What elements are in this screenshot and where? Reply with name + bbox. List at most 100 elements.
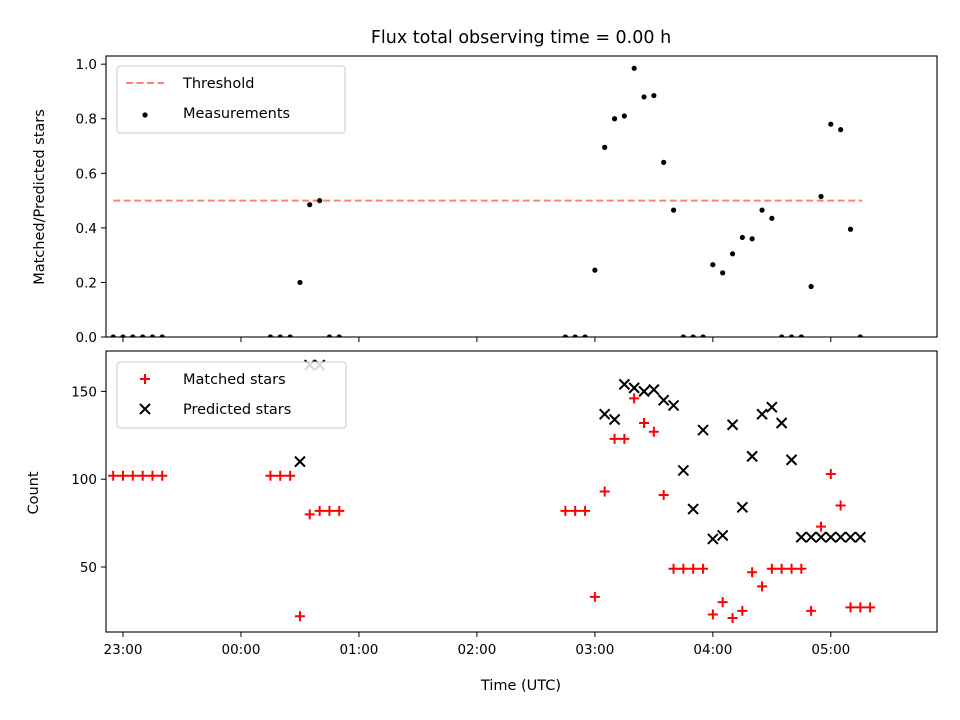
matched-stars-point [314, 505, 325, 516]
legend-predicted-stars-swatch [139, 403, 151, 415]
matched-stars-point [609, 433, 620, 444]
measurement-point [267, 334, 274, 337]
matched-stars-point [294, 611, 305, 622]
matched-stars-point [806, 605, 817, 616]
bottom-chart-plot-area [108, 359, 876, 623]
measurement-point [847, 226, 854, 232]
matched-stars-point [678, 563, 689, 574]
measurement-point [818, 193, 824, 200]
measurement-point [297, 279, 303, 286]
legend-label: Threshold [182, 76, 254, 92]
predicted-stars-point [854, 531, 867, 543]
measurement-point [336, 334, 342, 337]
predicted-stars-point [707, 533, 719, 545]
matched-stars-point [717, 597, 728, 608]
matched-stars-point [727, 612, 738, 623]
matched-stars-point [127, 470, 138, 481]
predicted-stars-point [726, 419, 739, 431]
predicted-stars-point [657, 394, 670, 406]
predicted-stars-point [618, 378, 631, 391]
bottom-chart-x-tick-label: 23:00 [104, 642, 143, 658]
matched-stars-point [747, 567, 758, 578]
bottom-chart-x-tick-label: 00:00 [222, 642, 261, 658]
predicted-stars-point [667, 399, 680, 412]
matched-stars-point [825, 468, 836, 479]
matched-stars-point [658, 490, 669, 501]
predicted-stars-point [736, 501, 749, 514]
bottom-chart-legend [116, 361, 347, 429]
bottom-chart-axes: 23:00 00:00 01:00 02:00 03:00 04:00 05:00 50 100… [71, 350, 938, 658]
matched-stars-point [668, 563, 679, 574]
measurement-point [857, 334, 863, 337]
matched-stars-point [698, 563, 709, 574]
measurement-point [670, 207, 677, 213]
measurement-point [621, 113, 627, 119]
measurement-point [592, 267, 598, 273]
matched-stars-point [619, 433, 630, 444]
measurement-point [779, 334, 785, 337]
matched-stars-point [580, 505, 591, 516]
matched-stars-point [570, 505, 581, 516]
top-chart-y-axis-label: Matched/Predicted stars [32, 109, 48, 285]
predicted-stars-point [766, 401, 778, 413]
top-chart-legend [116, 65, 346, 134]
matched-stars-point [324, 505, 335, 516]
measurement-point [749, 236, 755, 242]
predicted-stars-point [844, 531, 857, 543]
predicted-stars-point [697, 424, 709, 436]
predicted-stars-point [638, 385, 650, 398]
matched-stars-point [737, 605, 748, 616]
matched-stars-point [334, 505, 345, 516]
measurement-point [611, 116, 618, 122]
matched-stars-point [629, 393, 640, 404]
measurement-point [798, 334, 804, 337]
measurement-point [631, 65, 637, 71]
bottom-chart-x-tick-label: 01:00 [339, 642, 378, 658]
matched-stars-point [560, 505, 571, 516]
bottom-chart-x-tick-label: 02:00 [457, 642, 496, 658]
matched-stars-point [648, 426, 659, 437]
matched-stars-point [865, 602, 876, 613]
top-chart-y-tick-label: 0.0 [76, 330, 97, 346]
predicted-stars-point [815, 531, 827, 543]
measurement-point [720, 270, 726, 276]
matched-stars-point [707, 609, 718, 620]
bottom-chart-y-axis-label: Count [26, 471, 42, 514]
bottom-chart-y-tick-label: 50 [80, 560, 97, 576]
matched-stars-point [757, 581, 768, 592]
matched-stars-point [157, 470, 168, 481]
measurement-point [317, 197, 323, 204]
matched-stars-point [688, 563, 699, 574]
matched-stars-point [766, 563, 777, 574]
matched-stars-point [589, 591, 600, 602]
predicted-stars-point [756, 408, 768, 420]
measurement-point [788, 334, 795, 337]
legend-label: Predicted stars [183, 402, 291, 418]
top-chart-y-tick-label: 1.0 [76, 57, 97, 73]
top-chart-y-tick-label: 0.6 [76, 166, 97, 182]
bottom-chart-x-tick-label: 05:00 [811, 642, 850, 658]
matched-stars-point [137, 470, 148, 481]
measurement-point [769, 215, 775, 221]
top-chart-axes: 0.0 0.2 0.4 0.6 0.8 1.0 Threshold Measurements [76, 55, 938, 346]
matched-stars-point [845, 602, 856, 613]
matched-stars-point [285, 470, 296, 481]
measurement-point [572, 334, 578, 337]
matched-stars-point [265, 470, 276, 481]
measurement-point [651, 92, 657, 99]
predicted-stars-point [648, 383, 660, 396]
top-chart-frame [105, 55, 938, 338]
matched-stars-point [816, 521, 827, 532]
measurement-point [739, 234, 745, 241]
predicted-stars-point [677, 464, 690, 477]
legend-matched-stars-swatch [140, 374, 150, 384]
predicted-stars-point [687, 503, 699, 515]
measurement-point [729, 251, 736, 257]
predicted-stars-point [825, 531, 837, 543]
measurement-point [828, 121, 834, 127]
matched-stars-point [304, 509, 315, 520]
measurement-point [326, 334, 333, 337]
measurement-point [690, 334, 696, 337]
matched-stars-point [796, 563, 807, 574]
